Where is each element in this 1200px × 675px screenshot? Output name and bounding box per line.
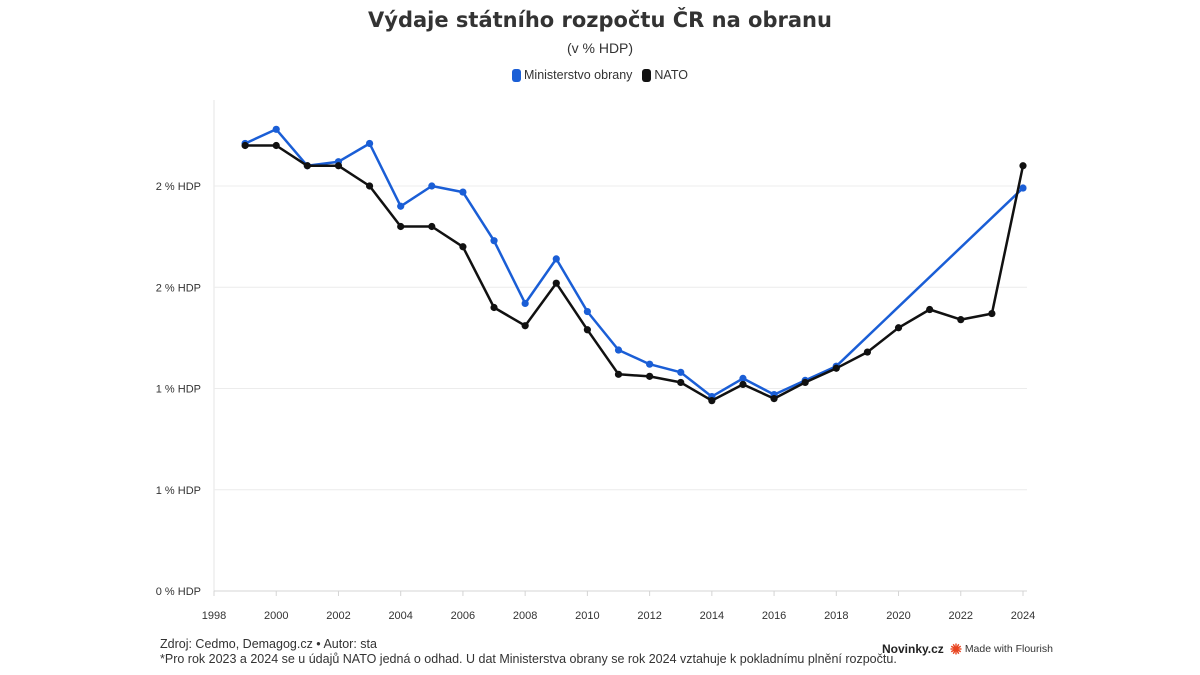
legend-item-nato[interactable]: NATO (642, 68, 688, 82)
data-point[interactable] (241, 141, 249, 150)
data-point[interactable] (677, 368, 685, 376)
gridlines (213, 100, 1027, 592)
x-tick-label: 2006 (451, 610, 475, 622)
x-tick-label: 2012 (637, 610, 661, 622)
data-point[interactable] (739, 374, 747, 382)
data-point[interactable] (272, 125, 280, 133)
series-nato (241, 141, 1027, 405)
y-tick-label: 1 % HDP (156, 485, 201, 497)
data-point[interactable] (863, 348, 872, 356)
legend-label-ministerstvo: Ministerstvo obrany (524, 68, 633, 82)
data-point[interactable] (428, 182, 436, 190)
x-tick-label: 2020 (886, 610, 910, 622)
data-point[interactable] (272, 141, 280, 150)
data-point[interactable] (459, 243, 467, 251)
footer-source: Zdroj: Cedmo, Demagog.cz • Autor: sta (160, 637, 377, 651)
data-point[interactable] (646, 372, 654, 380)
brand-novinky[interactable]: Novinky.cz (882, 642, 944, 656)
series-ministerstvo-obrany (241, 125, 1027, 401)
data-point[interactable] (397, 202, 405, 210)
x-tick-label: 1998 (202, 610, 226, 622)
data-point[interactable] (397, 222, 405, 231)
series-line (243, 128, 1025, 398)
data-point[interactable] (583, 326, 591, 334)
x-tick-label: 2002 (326, 610, 350, 622)
legend-swatch-ministerstvo (512, 68, 522, 82)
flourish-icon (950, 643, 962, 655)
data-point[interactable] (490, 303, 498, 312)
footer-note: *Pro rok 2023 a 2024 se u údajů NATO jed… (160, 652, 897, 666)
data-point[interactable] (646, 360, 654, 368)
brand-area: Novinky.cz Made with Flourish (882, 642, 1053, 656)
data-point[interactable] (459, 188, 467, 196)
data-point[interactable] (490, 237, 498, 245)
x-tick-label: 2014 (700, 610, 724, 622)
x-tick-label: 2008 (513, 610, 537, 622)
footer: Zdroj: Cedmo, Demagog.cz • Autor: sta *P… (160, 637, 897, 667)
chart-title: Výdaje státního rozpočtu ČR na obranu (368, 8, 832, 32)
data-point[interactable] (988, 309, 996, 318)
y-tick-label: 1 % HDP (156, 384, 201, 396)
x-tick-label: 2000 (264, 610, 288, 622)
legend-item-ministerstvo[interactable]: Ministerstvo obrany (512, 68, 632, 82)
data-point[interactable] (521, 299, 529, 308)
data-point[interactable] (832, 364, 840, 372)
data-point[interactable] (614, 370, 623, 378)
made-with-flourish[interactable]: Made with Flourish (950, 643, 1053, 655)
x-axis-ticks: 1998 2000 2002 2004 2006 2008 2010 2012 2014 2016… (202, 591, 1035, 622)
data-point[interactable] (521, 322, 529, 330)
x-tick-label: 2018 (824, 610, 848, 622)
x-tick-label: 2004 (388, 610, 412, 622)
data-point[interactable] (677, 378, 685, 387)
series-line (243, 144, 1025, 402)
data-point[interactable] (303, 162, 311, 170)
data-point[interactable] (957, 316, 965, 324)
legend-label-nato: NATO (654, 68, 688, 82)
x-tick-label: 2024 (1011, 610, 1035, 622)
data-point[interactable] (770, 395, 778, 403)
data-point[interactable] (926, 305, 934, 314)
y-axis-ticks: 0 % HDP 1 % HDP 1 % HDP 2 % HDP 2 % HDP (156, 181, 201, 598)
flourish-center (953, 646, 959, 652)
data-point[interactable] (365, 182, 374, 190)
data-point[interactable] (739, 380, 747, 389)
y-tick-label: 2 % HDP (156, 282, 201, 294)
y-tick-label: 2 % HDP (156, 181, 201, 193)
data-point[interactable] (552, 255, 560, 263)
line-chart: 0 % HDP 1 % HDP 1 % HDP 2 % HDP 2 % HDP 1998… (156, 100, 1035, 622)
data-point[interactable] (428, 222, 436, 231)
x-tick-label: 2016 (762, 610, 786, 622)
x-tick-label: 2022 (949, 610, 973, 622)
data-point[interactable] (708, 397, 716, 405)
data-point[interactable] (801, 378, 809, 387)
data-point[interactable] (365, 139, 374, 148)
series-group (241, 125, 1027, 405)
legend: Ministerstvo obrany NATO (0, 68, 1200, 82)
data-point[interactable] (614, 346, 623, 354)
data-point[interactable] (583, 307, 591, 316)
legend-swatch-nato (642, 68, 652, 82)
data-point[interactable] (1019, 162, 1027, 170)
data-point[interactable] (334, 162, 343, 170)
x-tick-label: 2010 (575, 610, 599, 622)
chart-subtitle: (v % HDP) (566, 40, 634, 56)
data-point[interactable] (894, 324, 903, 332)
y-tick-label: 0 % HDP (156, 586, 201, 598)
data-point[interactable] (552, 279, 560, 287)
made-with-flourish-label: Made with Flourish (964, 643, 1053, 655)
data-point[interactable] (1019, 184, 1027, 192)
